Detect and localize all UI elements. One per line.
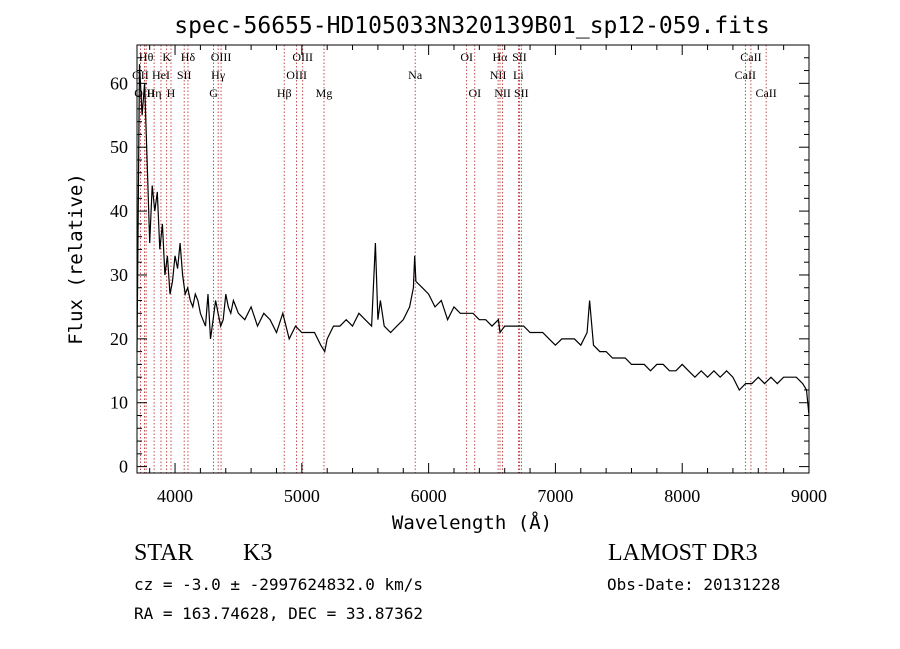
line-label-9: G: [209, 86, 218, 100]
y-tick-label-30: 30: [110, 265, 128, 285]
line-label-16: Na: [408, 68, 423, 82]
coordinates-text: RA = 163.74628, DEC = 33.87362: [134, 604, 423, 623]
x-tick-label-7000: 7000: [537, 486, 573, 506]
x-tick-label-8000: 8000: [664, 486, 700, 506]
line-label-10: Hγ: [211, 68, 226, 82]
y-axis-label: Flux (relative): [65, 173, 87, 345]
line-label-2: Hθ: [139, 50, 154, 64]
x-axis-label: Wavelength (Å): [392, 511, 552, 534]
redshift-text: cz = -3.0 ± -2997624832.0 km/s: [134, 575, 423, 594]
obs-date: Obs-Date: 20131228: [607, 575, 780, 594]
line-label-13: OIII: [286, 68, 307, 82]
x-axis: 4000 5000 6000 7000 8000 9000: [149, 45, 827, 506]
line-label-24: SII: [514, 86, 529, 100]
survey-name: LAMOST DR3: [608, 540, 758, 566]
line-label-23: SII: [512, 50, 527, 64]
y-tick-label-60: 60: [110, 73, 128, 93]
line-label-25: CaII: [735, 68, 756, 82]
line-label-26: CaII: [740, 50, 761, 64]
x-tick-label-4000: 4000: [157, 486, 193, 506]
y-tick-label-50: 50: [110, 137, 128, 157]
object-subclass: K3: [243, 540, 272, 566]
line-label-8: Hδ: [181, 50, 196, 64]
line-label-6: H: [167, 86, 176, 100]
x-tick-label-5000: 5000: [284, 486, 320, 506]
x-tick-label-6000: 6000: [411, 486, 447, 506]
line-label-17: OI: [460, 50, 473, 64]
spectrum-series-line: [136, 64, 810, 416]
chart-title: spec-56655-HD105033N320139B01_sp12-059.f…: [174, 13, 769, 39]
line-label-4: HeI: [152, 68, 170, 82]
line-label-7: SII: [177, 68, 192, 82]
y-tick-label-20: 20: [110, 329, 128, 349]
y-tick-label-10: 10: [110, 393, 128, 413]
plot-frame: [136, 44, 810, 474]
line-label-14: OIII: [292, 50, 313, 64]
object-class: STAR: [134, 540, 193, 566]
line-label-18: OI: [468, 86, 481, 100]
line-label-22: Li: [513, 68, 524, 82]
line-label-3: Hη: [147, 86, 162, 100]
line-label-20: Hα: [493, 50, 509, 64]
line-label-12: Hβ: [277, 86, 292, 100]
line-label-15: Mg: [316, 86, 333, 100]
y-tick-label-0: 0: [119, 457, 128, 477]
line-label-27: CaII: [755, 86, 776, 100]
line-label-11: OIII: [211, 50, 232, 64]
y-tick-label-40: 40: [110, 201, 128, 221]
y-axis: 0 10 20 30 40 50 60: [110, 57, 809, 477]
line-label-21: NII: [494, 86, 511, 100]
spectral-line-markers: OIIOIIIHθHηHeIKHSIIHδGHγOIIIHβOIIIOIIIMg…: [132, 45, 777, 473]
line-label-19: NII: [490, 68, 507, 82]
line-label-5: K: [162, 50, 171, 64]
x-tick-label-9000: 9000: [791, 486, 827, 506]
